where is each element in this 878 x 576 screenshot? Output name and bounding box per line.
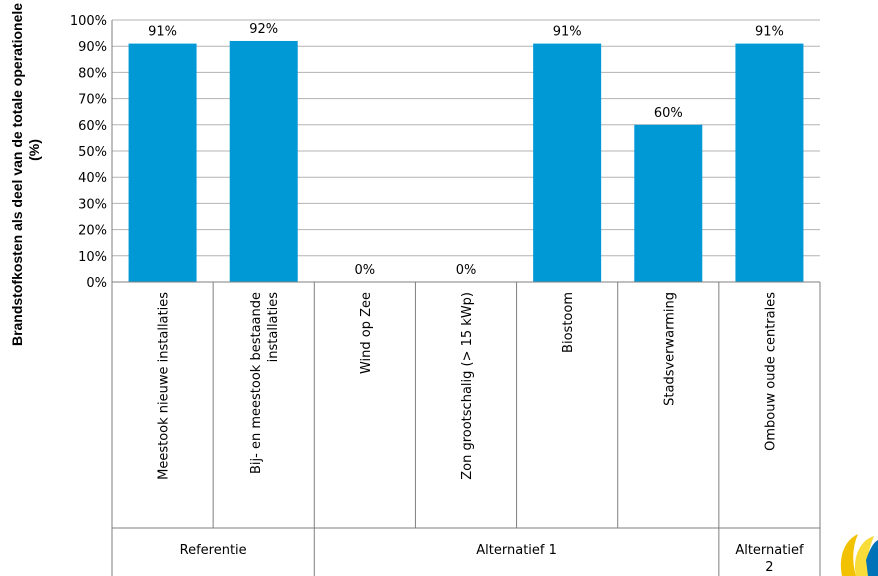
group-label-line: Alternatief: [735, 543, 804, 558]
group-label: Alternatief 2: [735, 543, 804, 575]
data-labels: 91% 92% 0% 0% 91% 60% 91%: [148, 22, 784, 278]
category-label: Biostoom: [561, 292, 576, 353]
group-label-line: Referentie: [180, 543, 247, 558]
axes: [111, 20, 821, 576]
y-axis-title-line: Brandstofkosten als deel van de totale o…: [9, 0, 25, 346]
data-label: 91%: [148, 25, 177, 40]
category-labels: Meestook nieuwe installaties Bij- en mees…: [157, 292, 779, 480]
category-label-line: installaties: [266, 292, 281, 363]
group-label: Alternatief 1: [476, 543, 557, 558]
category-label: Zon grootschalig (> 15 kWp): [460, 292, 475, 480]
logo-icon: [840, 534, 878, 576]
category-label-line: Biostoom: [561, 292, 576, 353]
bar: [229, 40, 298, 283]
category-label: Ombouw oude centrales: [763, 292, 778, 451]
y-tick-label: 70%: [78, 93, 107, 108]
data-label: 0%: [456, 263, 477, 278]
bar: [128, 43, 197, 282]
data-label: 91%: [553, 25, 582, 40]
bars: [128, 40, 804, 283]
y-tick-label: 10%: [78, 250, 107, 265]
y-tick-labels: 0% 10% 20% 30% 40% 50% 60% 70% 80% 90% 100%: [70, 14, 107, 291]
group-label-line: Alternatief 1: [476, 543, 557, 558]
bar: [634, 124, 703, 282]
group-labels: Referentie Alternatief 1 Alternatief 2: [180, 543, 804, 575]
y-tick-label: 60%: [78, 119, 107, 134]
data-label: 60%: [654, 106, 683, 121]
category-label-line: Zon grootschalig (> 15 kWp): [460, 292, 475, 480]
data-label: 92%: [249, 22, 278, 37]
category-label-line: Meestook nieuwe installaties: [157, 292, 172, 480]
y-axis-title: Brandstofkosten als deel van de totale o…: [9, 0, 42, 346]
y-tick-label: 30%: [78, 197, 107, 212]
y-tick-label: 40%: [78, 171, 107, 186]
bar: [533, 43, 602, 282]
y-tick-label: 0%: [86, 276, 107, 291]
data-label: 91%: [755, 25, 784, 40]
group-label: Referentie: [180, 543, 247, 558]
gridlines: [112, 19, 820, 257]
data-label: 0%: [355, 263, 376, 278]
category-label-line: Stadsverwarming: [662, 292, 677, 406]
category-label: Stadsverwarming: [662, 292, 677, 406]
y-axis-title-line: (%): [26, 139, 42, 161]
category-label: Meestook nieuwe installaties: [157, 292, 172, 480]
y-tick-label: 100%: [70, 14, 107, 29]
y-tick-label: 20%: [78, 224, 107, 239]
bar: [735, 43, 804, 282]
y-tick-label: 80%: [78, 66, 107, 81]
category-label-line: Bij- en meestook bestaande: [249, 292, 264, 474]
category-label-line: Ombouw oude centrales: [763, 292, 778, 451]
category-label: Wind op Zee: [359, 292, 374, 374]
y-axis-title-text: Brandstofkosten als deel van de totale o…: [9, 0, 42, 346]
y-tick-label: 90%: [78, 40, 107, 55]
category-label: Bij- en meestook bestaande installaties: [249, 292, 281, 474]
y-tick-label: 50%: [78, 145, 107, 160]
category-label-line: Wind op Zee: [359, 292, 374, 374]
group-label-line: 2: [765, 560, 773, 575]
